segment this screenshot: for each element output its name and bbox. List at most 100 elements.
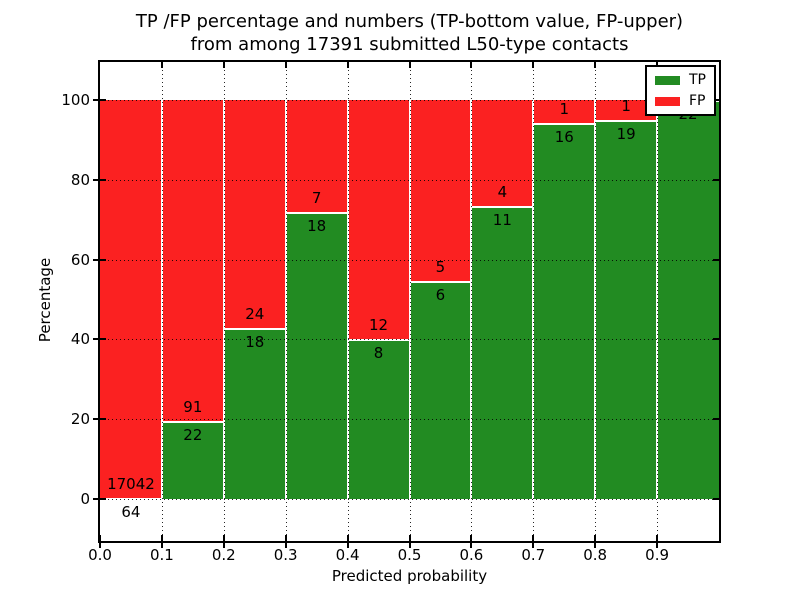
chart-title: TP /FP percentage and numbers (TP-bottom… <box>98 10 721 56</box>
x-tick-mark <box>284 62 287 68</box>
y-tick-mark-outer <box>93 498 98 500</box>
x-tick-label: 0.8 <box>583 546 608 564</box>
plot-area: 1704264912224187181285641111611922 <box>98 60 721 543</box>
x-tick-mark <box>222 535 225 541</box>
x-tick-mark-outer <box>408 543 411 548</box>
x-tick-mark-outer <box>160 543 163 548</box>
tp-bar-segment <box>409 281 472 499</box>
horizontal-gridline <box>100 179 719 181</box>
vertical-gridline <box>657 62 659 541</box>
y-tick-mark-outer <box>93 99 98 101</box>
y-tick-mark <box>713 99 719 101</box>
fp-bar-segment <box>285 100 348 212</box>
fp-count-label: 1 <box>559 100 570 119</box>
tp-count-label: 6 <box>435 286 446 305</box>
horizontal-gridline <box>100 259 719 261</box>
y-tick-mark <box>100 178 106 181</box>
fp-count-label: 1 <box>621 96 631 115</box>
y-tick-label: 60 <box>70 250 90 269</box>
vertical-gridline <box>595 62 597 541</box>
vertical-gridline <box>223 62 225 541</box>
x-tick-mark-outer <box>470 543 473 548</box>
x-tick-mark <box>284 535 287 541</box>
x-tick-label: 0.0 <box>88 546 112 564</box>
y-tick-label: 100 <box>61 91 90 109</box>
x-tick-mark <box>160 535 163 541</box>
fp-bar-segment <box>595 100 658 120</box>
y-tick-label: 0 <box>80 490 90 508</box>
x-tick-mark-outer <box>99 543 101 548</box>
tp-legend-swatch <box>655 75 680 85</box>
x-tick-mark <box>594 535 597 541</box>
fp-bar-segment <box>161 100 224 422</box>
tp-bar-segment <box>285 211 348 499</box>
fp-legend-swatch <box>655 96 680 106</box>
x-tick-label: 0.2 <box>211 546 236 564</box>
y-tick-mark-outer <box>93 338 98 341</box>
x-tick-mark-outer <box>594 543 597 548</box>
fp-count-label: 4 <box>497 183 508 202</box>
x-tick-mark <box>532 535 535 541</box>
tp-bar-segment <box>657 100 719 499</box>
tp-bar-segment <box>223 327 286 499</box>
y-tick-label: 20 <box>70 410 90 429</box>
x-axis-label: Predicted probability <box>331 567 488 585</box>
chart-title-line2: from among 17391 submitted L50-type cont… <box>190 34 629 55</box>
y-tick-mark <box>100 338 106 341</box>
tp-count-label: 19 <box>616 124 636 143</box>
x-tick-label: 0.3 <box>273 546 298 564</box>
y-tick-mark-outer <box>93 418 98 421</box>
x-tick-mark <box>222 62 225 68</box>
y-tick-label: 80 <box>70 170 90 189</box>
y-tick-mark <box>100 258 106 261</box>
x-tick-mark <box>346 62 349 68</box>
tp-bar-segment <box>533 123 596 499</box>
vertical-gridline <box>471 62 473 541</box>
x-tick-mark-outer <box>284 543 287 548</box>
horizontal-gridline <box>100 339 719 341</box>
fp-bar-segment <box>409 100 472 282</box>
y-tick-mark <box>713 258 719 261</box>
tp-count-label: 8 <box>373 344 384 363</box>
tp-count-label: 64 <box>121 502 141 521</box>
tp-bar-segment <box>161 421 224 499</box>
x-tick-mark-outer <box>346 543 349 548</box>
legend-row: TP <box>655 72 706 88</box>
fp-count-label: 12 <box>368 316 389 335</box>
fp-bar-segment <box>471 100 534 207</box>
x-tick-mark <box>594 62 597 68</box>
horizontal-gridline <box>100 419 719 421</box>
legend-row: FP <box>655 93 706 109</box>
fp-count-label: 24 <box>245 304 265 323</box>
horizontal-gridline <box>100 499 719 500</box>
x-tick-label: 0.1 <box>149 546 174 564</box>
vertical-gridline <box>161 62 163 541</box>
x-tick-mark <box>470 535 473 541</box>
x-tick-label: 0.5 <box>397 546 422 564</box>
y-axis-label: Percentage <box>36 257 54 343</box>
y-tick-label: 40 <box>70 330 90 349</box>
fp-bar-segment <box>347 100 410 340</box>
fp-count-label: 5 <box>435 258 446 277</box>
y-tick-mark <box>713 498 719 500</box>
x-tick-label: 0.4 <box>335 546 360 564</box>
x-tick-mark <box>470 62 473 68</box>
fp-count-label: 7 <box>311 188 322 207</box>
x-tick-mark <box>346 535 349 541</box>
tp-count-label: 16 <box>554 128 574 147</box>
x-tick-mark <box>532 62 535 68</box>
x-tick-mark <box>408 62 411 68</box>
fp-count-label: 91 <box>183 398 203 417</box>
vertical-gridline <box>409 62 411 541</box>
fp-legend-label: FP <box>689 93 706 109</box>
x-tick-mark <box>656 535 659 541</box>
x-tick-label: 0.7 <box>521 546 546 564</box>
y-tick-mark <box>713 338 719 341</box>
x-tick-label: 0.9 <box>645 546 670 564</box>
x-tick-mark <box>408 535 411 541</box>
tp-count-label: 18 <box>307 216 327 235</box>
chart-title-line1: TP /FP percentage and numbers (TP-bottom… <box>135 11 684 32</box>
tp-bar-segment <box>100 497 162 500</box>
tp-count-label: 11 <box>492 211 512 230</box>
